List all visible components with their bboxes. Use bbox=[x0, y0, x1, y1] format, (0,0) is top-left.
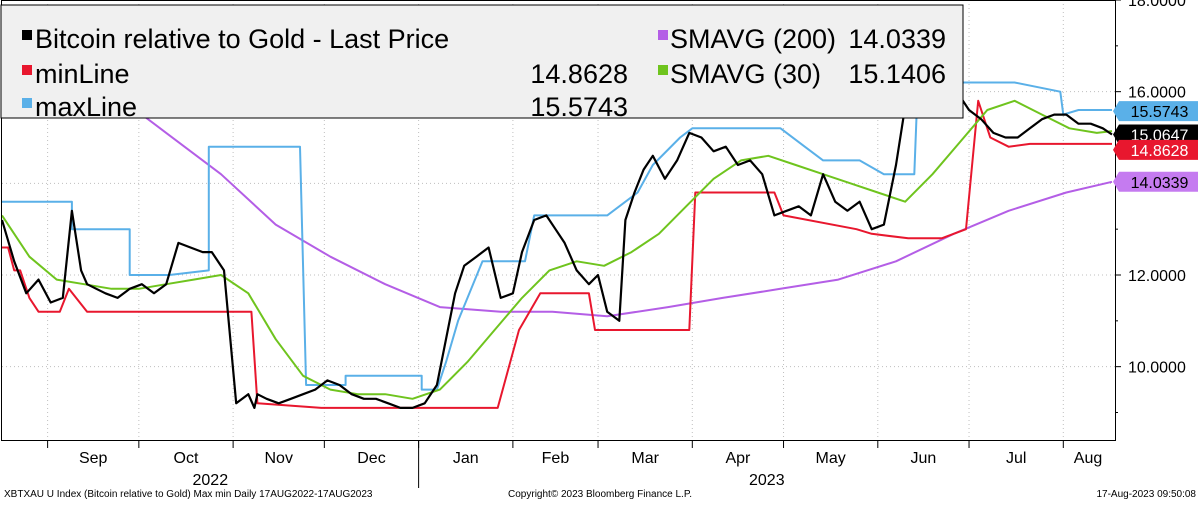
x-month-label: Apr bbox=[725, 450, 751, 467]
legend-value: 14.0339 bbox=[848, 24, 946, 54]
series-line-4 bbox=[1, 99, 1113, 400]
x-month-label: May bbox=[816, 450, 846, 467]
last-value-tag bbox=[1113, 124, 1198, 145]
legend-value: 14.8628 bbox=[530, 59, 628, 89]
footer-timestamp: 17-Aug-2023 09:50:08 bbox=[1096, 489, 1196, 500]
legend-box bbox=[0, 4, 964, 119]
x-month-label: Oct bbox=[174, 450, 199, 467]
legend-label: SMAVG (200) bbox=[670, 24, 836, 54]
legend-label: SMAVG (30) bbox=[670, 59, 821, 89]
series-line-3 bbox=[1, 22, 1113, 318]
x-year-label: 2022 bbox=[193, 472, 229, 489]
legend-label: Bitcoin relative to Gold - Last Price bbox=[35, 24, 449, 54]
x-month-label: Jul bbox=[1006, 450, 1026, 467]
last-value-tag-text: 14.8628 bbox=[1131, 143, 1189, 160]
footer: XBTXAU U Index (Bitcoin relative to Gold… bbox=[4, 489, 1196, 500]
last-value-tag bbox=[1113, 139, 1198, 160]
legend-value: 15.1406 bbox=[848, 59, 946, 89]
x-month-label: Aug bbox=[1074, 450, 1102, 467]
legend-swatch bbox=[658, 65, 668, 75]
legend-swatch bbox=[22, 98, 32, 108]
legend-swatch bbox=[22, 30, 32, 40]
y-tick-label: 18.0000 bbox=[1128, 0, 1186, 10]
series-line-1 bbox=[2, 99, 1112, 409]
last-value-tag-text: 15.5743 bbox=[1131, 104, 1189, 121]
legend-swatch bbox=[658, 30, 668, 40]
x-month-label: Sep bbox=[79, 450, 108, 467]
x-month-label: Jan bbox=[453, 450, 479, 467]
x-year-label: 2023 bbox=[749, 472, 785, 489]
legend: Bitcoin relative to Gold - Last Price min… bbox=[0, 4, 964, 122]
y-tick-label: 16.0000 bbox=[1128, 85, 1186, 102]
x-month-label: Dec bbox=[357, 450, 385, 467]
legend-label: minLine bbox=[35, 59, 130, 89]
last-value-tag bbox=[1113, 101, 1198, 122]
y-tick-label: 10.0000 bbox=[1128, 360, 1186, 377]
last-value-tag bbox=[1113, 171, 1198, 192]
footer-copyright: Copyright© 2023 Bloomberg Finance L.P. bbox=[508, 489, 692, 500]
last-value-tag-text: 14.0339 bbox=[1131, 175, 1189, 192]
plot-frame bbox=[1, 0, 1116, 441]
legend-value: 15.5743 bbox=[530, 92, 628, 122]
x-month-label: Feb bbox=[542, 450, 570, 467]
x-month-label: Mar bbox=[631, 450, 659, 467]
legend-swatch bbox=[22, 65, 32, 75]
footer-source: XBTXAU U Index (Bitcoin relative to Gold… bbox=[4, 489, 373, 500]
x-month-label: Jun bbox=[911, 450, 937, 467]
y-tick-label: 12.0000 bbox=[1128, 268, 1186, 285]
legend-label: maxLine bbox=[35, 92, 137, 122]
x-month-label: Nov bbox=[265, 450, 293, 467]
